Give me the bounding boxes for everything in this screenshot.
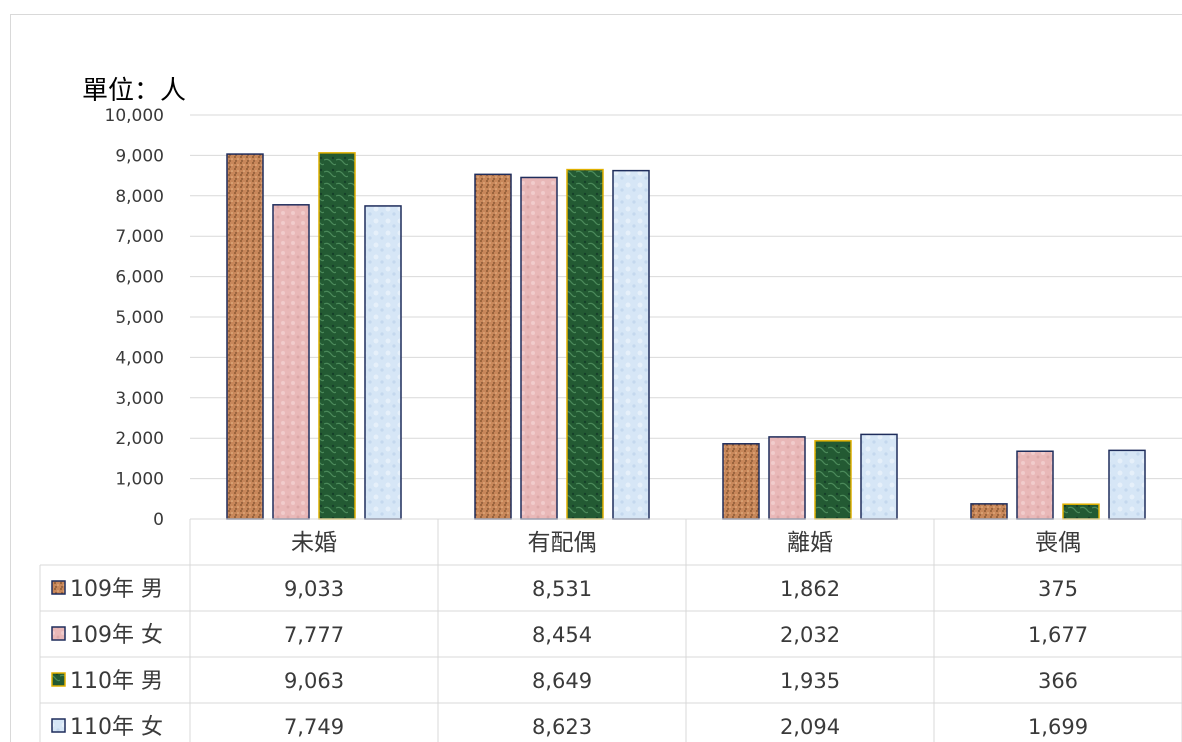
- y-tick-label: 2,000: [115, 429, 164, 449]
- bar-2-0: [318, 152, 356, 520]
- table-cell: 1,862: [780, 577, 840, 601]
- bar-0-2: [722, 443, 760, 520]
- table-cell: 7,749: [284, 715, 344, 739]
- bar-1-2: [768, 436, 806, 520]
- bar-1-3: [1016, 450, 1054, 520]
- table-cell: 1,699: [1028, 715, 1088, 739]
- y-tick-label: 3,000: [115, 389, 164, 409]
- table-cell: 8,649: [532, 669, 592, 693]
- legend-label: 109年 女: [70, 623, 163, 648]
- category-label: 喪偶: [1035, 530, 1081, 556]
- table-cell: 1,677: [1028, 623, 1088, 647]
- bar-0-1: [474, 173, 512, 520]
- y-tick-label: 0: [153, 510, 164, 530]
- table-cell: 7,777: [284, 623, 344, 647]
- table-cell: 9,033: [284, 577, 344, 601]
- bar-3-2: [860, 433, 898, 520]
- legend-key: [51, 626, 66, 641]
- bar-3-3: [1108, 449, 1146, 520]
- y-tick-label: 7,000: [115, 227, 164, 247]
- table-cell: 2,094: [780, 715, 840, 739]
- table-cell: 2,032: [780, 623, 840, 647]
- legend-label: 109年 男: [70, 577, 163, 602]
- legend-key: [51, 718, 66, 733]
- table-cell: 8,623: [532, 715, 592, 739]
- bar-0-3: [970, 503, 1008, 520]
- table-cell: 375: [1038, 577, 1078, 601]
- table-cell: 1,935: [780, 669, 840, 693]
- y-tick-label: 1,000: [115, 470, 164, 490]
- category-label: 未婚: [291, 530, 337, 556]
- table-cell: 8,454: [532, 623, 592, 647]
- y-tick-label: 9,000: [115, 146, 164, 166]
- legend-key: [51, 672, 66, 687]
- bar-2-1: [566, 168, 604, 520]
- bar-2-3: [1062, 503, 1100, 520]
- chart-frame: [10, 14, 1182, 742]
- bar-0-0: [226, 153, 264, 520]
- legend-key: [51, 580, 66, 595]
- bar-3-1: [612, 169, 650, 520]
- bar-1-0: [272, 204, 310, 520]
- y-tick-label: 4,000: [115, 348, 164, 368]
- y-tick-label: 10,000: [105, 106, 164, 126]
- bar-1-1: [520, 176, 558, 520]
- table-cell: 366: [1038, 669, 1078, 693]
- legend-label: 110年 女: [70, 715, 163, 740]
- unit-label: 單位：人: [82, 76, 187, 106]
- table-cell: 8,531: [532, 577, 592, 601]
- bar-2-2: [814, 440, 852, 520]
- y-tick-label: 6,000: [115, 268, 164, 288]
- legend-label: 110年 男: [70, 669, 163, 694]
- table-cell: 9,063: [284, 669, 344, 693]
- category-label: 離婚: [787, 530, 833, 556]
- y-tick-label: 5,000: [115, 308, 164, 328]
- bar-3-0: [364, 205, 402, 520]
- category-label: 有配偶: [528, 530, 597, 556]
- y-tick-label: 8,000: [115, 187, 164, 207]
